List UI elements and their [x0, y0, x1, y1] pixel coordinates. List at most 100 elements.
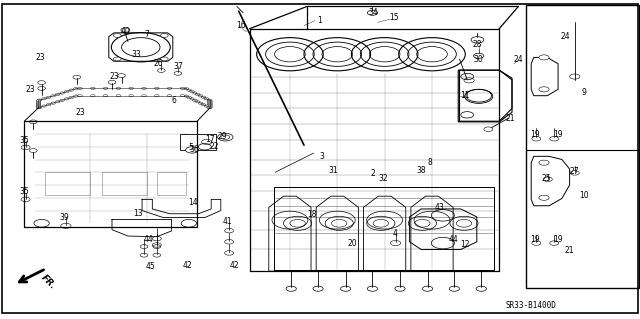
Text: 21: 21 [506, 114, 515, 122]
Circle shape [207, 105, 212, 107]
Circle shape [221, 135, 230, 139]
Circle shape [186, 147, 198, 153]
Circle shape [180, 94, 184, 97]
Circle shape [36, 100, 41, 103]
Circle shape [155, 87, 159, 90]
Text: 32: 32 [378, 174, 388, 183]
Text: 38: 38 [416, 166, 426, 175]
Text: 19: 19 [530, 235, 540, 244]
Circle shape [207, 100, 212, 102]
Circle shape [91, 87, 95, 90]
Circle shape [46, 103, 51, 106]
Circle shape [55, 93, 60, 96]
Text: 42: 42 [230, 261, 240, 270]
Circle shape [60, 99, 65, 101]
Text: 5: 5 [188, 143, 193, 152]
Text: 39: 39 [59, 213, 69, 222]
Text: 16: 16 [236, 21, 246, 30]
Circle shape [51, 102, 55, 104]
Text: 23: 23 [35, 53, 45, 62]
Text: FR.: FR. [40, 273, 58, 291]
Circle shape [36, 102, 41, 104]
Text: 17: 17 [205, 135, 215, 144]
Circle shape [198, 102, 203, 104]
Circle shape [539, 160, 549, 165]
Circle shape [60, 92, 65, 94]
Text: 41: 41 [223, 217, 233, 226]
Text: 23: 23 [75, 108, 85, 117]
Circle shape [198, 95, 203, 97]
Text: 22: 22 [210, 142, 219, 151]
Text: 45: 45 [145, 262, 156, 271]
Text: 27: 27 [569, 167, 579, 176]
Circle shape [42, 98, 46, 100]
Text: 19: 19 [553, 235, 563, 244]
Circle shape [46, 96, 51, 98]
Text: 42: 42 [182, 261, 193, 270]
Text: 35: 35 [19, 187, 29, 196]
Circle shape [207, 100, 212, 103]
Bar [526, 5, 639, 288]
Text: 4: 4 [393, 229, 398, 238]
Circle shape [74, 88, 78, 90]
Circle shape [129, 94, 134, 97]
Text: SR33-B1400D: SR33-B1400D [506, 301, 556, 310]
Circle shape [190, 98, 195, 100]
Text: 9: 9 [581, 88, 586, 97]
Circle shape [36, 106, 41, 108]
Text: 37: 37 [173, 63, 183, 71]
Circle shape [36, 103, 41, 105]
Circle shape [104, 94, 108, 97]
Circle shape [69, 89, 74, 91]
Circle shape [168, 94, 172, 97]
Text: 34: 34 [368, 8, 378, 17]
Text: 12: 12 [461, 241, 470, 249]
Circle shape [116, 87, 120, 90]
Circle shape [168, 87, 172, 90]
Circle shape [204, 105, 209, 107]
Circle shape [161, 33, 168, 37]
Circle shape [36, 100, 41, 102]
Circle shape [36, 104, 41, 106]
Text: 28: 28 [473, 40, 482, 48]
Text: 23: 23 [109, 72, 119, 81]
Text: 19: 19 [530, 130, 540, 139]
Circle shape [69, 96, 74, 99]
Circle shape [187, 89, 191, 91]
Circle shape [201, 103, 205, 106]
Circle shape [204, 98, 209, 100]
Circle shape [195, 101, 200, 103]
Circle shape [51, 95, 55, 97]
Text: 31: 31 [328, 166, 338, 175]
Text: 14: 14 [188, 198, 198, 207]
Text: 26: 26 [154, 59, 164, 68]
Text: 43: 43 [434, 203, 444, 212]
Text: 33: 33 [131, 50, 141, 59]
Bar [180, 134, 216, 150]
Text: 35: 35 [19, 137, 29, 145]
Circle shape [78, 87, 83, 90]
Circle shape [207, 106, 211, 108]
Circle shape [74, 95, 78, 97]
Circle shape [539, 55, 549, 60]
Circle shape [539, 195, 549, 200]
Circle shape [190, 91, 195, 93]
Text: 25: 25 [541, 174, 552, 183]
Text: 30: 30 [474, 56, 484, 64]
Circle shape [207, 104, 212, 106]
Circle shape [198, 144, 211, 150]
Circle shape [161, 57, 168, 61]
Circle shape [539, 87, 549, 92]
Text: 1: 1 [317, 16, 323, 25]
Text: 6: 6 [172, 96, 177, 105]
Text: 10: 10 [579, 191, 589, 200]
Circle shape [207, 101, 212, 104]
Text: 36: 36 [189, 145, 199, 154]
Text: 20: 20 [347, 239, 357, 248]
Text: 40: 40 [120, 27, 131, 36]
Circle shape [155, 94, 159, 97]
Circle shape [104, 87, 108, 90]
Text: 2: 2 [370, 169, 375, 178]
Circle shape [113, 33, 121, 37]
Text: 13: 13 [132, 209, 143, 218]
